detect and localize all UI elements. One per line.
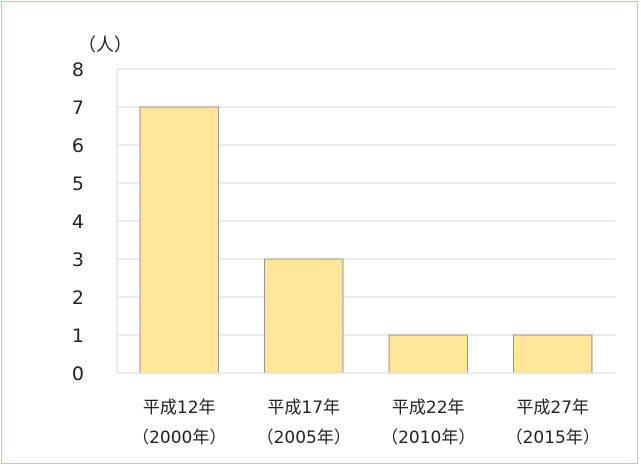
x-tick-label-year: （2010年） bbox=[381, 428, 475, 448]
x-tick-label-year: （2005年） bbox=[257, 428, 351, 448]
y-axis-unit-label: （人） bbox=[78, 35, 132, 56]
y-tick-label: 8 bbox=[72, 59, 84, 81]
x-tick-label: 平成22年 bbox=[392, 398, 465, 418]
y-tick-label: 2 bbox=[72, 287, 84, 309]
bars bbox=[139, 106, 593, 374]
x-axis-labels: 平成12年 （2000年） 平成17年 （2005年） 平成22年 （2010年） 平成27… bbox=[132, 398, 600, 448]
y-tick-label: 3 bbox=[72, 249, 84, 271]
y-tick-label: 0 bbox=[72, 363, 84, 385]
y-tick-label: 4 bbox=[72, 211, 84, 233]
y-tick-label: 7 bbox=[72, 97, 84, 119]
x-tick-label: 平成12年 bbox=[143, 398, 216, 418]
x-tick-label-year: （2015年） bbox=[506, 428, 600, 448]
bar bbox=[513, 334, 593, 374]
y-tick-label: 1 bbox=[72, 325, 84, 347]
x-tick-label: 平成17年 bbox=[267, 398, 340, 418]
y-axis-ticks: 0 1 2 3 4 5 6 7 8 bbox=[72, 59, 84, 385]
bar bbox=[139, 106, 219, 374]
bar bbox=[388, 334, 468, 374]
y-tick-label: 6 bbox=[72, 135, 84, 157]
bar bbox=[264, 258, 344, 374]
x-tick-label-year: （2000年） bbox=[132, 428, 226, 448]
x-tick-label: 平成27年 bbox=[516, 398, 589, 418]
y-tick-label: 5 bbox=[72, 173, 84, 195]
